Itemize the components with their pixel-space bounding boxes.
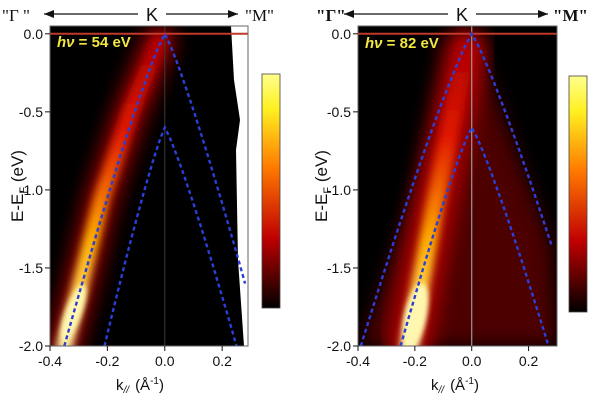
left-k-label: K xyxy=(146,5,158,25)
l-ytick-label: -1.5 xyxy=(19,260,43,276)
right-plot-frame xyxy=(357,25,558,347)
l-ytick-label: -2.0 xyxy=(19,338,43,354)
left-gamma-label: "Γ " xyxy=(2,6,30,25)
right-colorbar xyxy=(568,75,588,313)
l-xtick-label: -0.2 xyxy=(95,353,119,369)
left-upper-band-curve xyxy=(63,31,247,346)
right-y-axis: 0.0 -0.5 -1.0 -1.5 -2.0 xyxy=(327,26,358,354)
r-xtick-label: 0.2 xyxy=(519,353,539,369)
l-ytick-label: 0.0 xyxy=(24,26,44,42)
left-photon-symbol: hν xyxy=(57,34,75,51)
left-x-axis-label: k//(Å-1) xyxy=(116,376,164,396)
right-photon-energy: hν = 82 eV xyxy=(365,35,439,52)
right-gamma-label: "Γ" xyxy=(316,6,346,25)
l-xtick-label: -0.4 xyxy=(38,353,62,369)
left-arrow-to-m xyxy=(166,10,238,18)
right-x-axis-label: k//(Å-1) xyxy=(431,376,479,396)
right-m-label: "M" xyxy=(553,6,588,25)
left-edge-mask xyxy=(231,26,248,346)
right-lower-band-curve xyxy=(399,124,550,346)
left-intensity-hotspot xyxy=(60,284,87,342)
left-panel: "Γ " K "M" hν = 54 eV 0.0 -0.5 -1.0 -1.5 -2.… xyxy=(2,5,281,396)
l-xtick-label: 0.2 xyxy=(212,353,232,369)
right-photon-symbol: hν xyxy=(365,35,383,52)
r-ytick-label: 0.0 xyxy=(332,26,352,42)
r-xtick-label: -0.2 xyxy=(403,353,427,369)
right-arrow-to-gamma xyxy=(344,10,448,18)
left-plot-frame xyxy=(49,25,249,347)
right-k-label: K xyxy=(456,5,468,25)
l-xtick-label: 0.0 xyxy=(155,353,175,369)
left-x-axis: -0.4 -0.2 0.0 0.2 xyxy=(38,346,232,369)
left-arrow-to-gamma xyxy=(44,10,138,18)
left-lower-band-curve xyxy=(103,124,238,346)
left-photon-energy: hν = 54 eV xyxy=(57,34,131,51)
r-ytick-label: -1.0 xyxy=(327,182,351,198)
left-photon-value: = 54 eV xyxy=(75,34,131,51)
right-panel: "Γ" K "M" hν = 82 eV 0.0 -0.5 -1.0 -1.5 -2.0… xyxy=(312,5,588,396)
left-y-axis: 0.0 -0.5 -1.0 -1.5 -2.0 xyxy=(19,26,50,354)
left-y-axis-label: E-EF (eV) xyxy=(8,150,30,222)
right-intensity-map xyxy=(358,26,557,346)
r-xtick-label: -0.4 xyxy=(346,353,370,369)
left-colorbar xyxy=(261,73,281,309)
left-m-label: "M" xyxy=(245,6,274,25)
right-intensity-hotspot xyxy=(402,283,429,346)
right-arrow-to-m xyxy=(476,10,548,18)
right-photon-value: = 82 eV xyxy=(383,35,439,52)
r-ytick-label: -0.5 xyxy=(327,104,351,120)
l-ytick-label: -0.5 xyxy=(19,104,43,120)
left-intensity-map xyxy=(50,26,248,346)
r-xtick-label: 0.0 xyxy=(462,353,482,369)
right-y-axis-label: E-EF (eV) xyxy=(312,150,334,222)
right-upper-band-curve xyxy=(359,31,553,346)
right-x-axis: -0.4 -0.2 0.0 0.2 xyxy=(346,346,539,369)
r-ytick-label: -2.0 xyxy=(327,338,351,354)
l-ytick-label: -1.0 xyxy=(19,182,43,198)
r-ytick-label: -1.5 xyxy=(327,260,351,276)
